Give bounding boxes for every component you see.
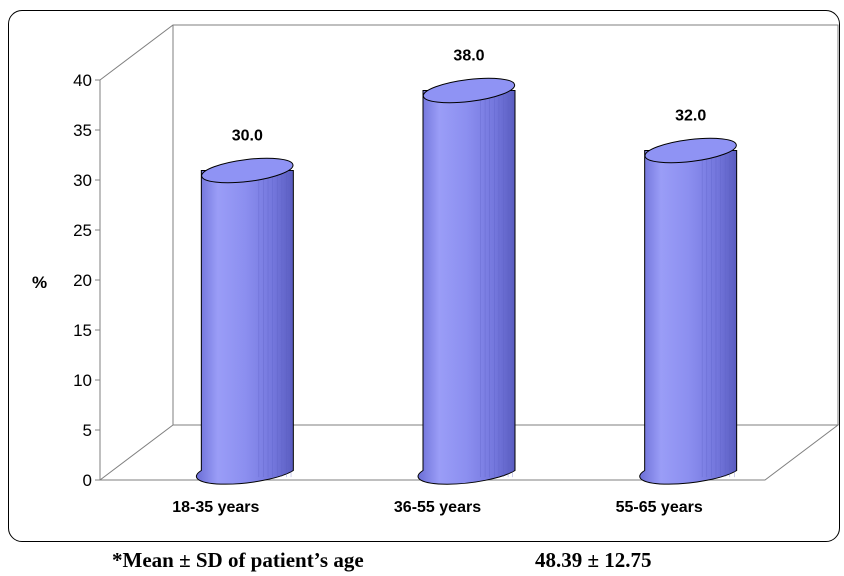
y-tick-label: 35 <box>73 121 92 140</box>
bars: 30.0 38.0 32.0 <box>195 48 738 485</box>
y-tick-label: 5 <box>83 421 92 440</box>
bar-body <box>639 150 738 485</box>
y-tick-label: 30 <box>73 171 92 190</box>
y-tick-label: 40 <box>73 71 92 90</box>
bar-body <box>195 170 294 485</box>
category-labels: 18-35 years 36-55 years 55-65 years <box>172 499 703 516</box>
bar-top <box>644 137 737 164</box>
y-axis-ticks: 0 5 10 15 20 25 30 35 40 <box>73 71 100 490</box>
floor <box>98 424 840 481</box>
chart-plot: 0 5 10 15 20 25 30 35 40 30.0 38.0 32.0 18-35 year… <box>32 24 840 516</box>
category-label: 36-55 years <box>394 499 481 516</box>
category-label: 55-65 years <box>616 499 703 516</box>
y-axis-title: % <box>32 273 47 292</box>
footnote-value: 48.39 ± 12.75 <box>535 548 652 572</box>
data-label: 38.0 <box>453 48 484 65</box>
data-label: 32.0 <box>675 108 706 125</box>
bar-body <box>417 90 516 485</box>
y-tick-label: 25 <box>73 221 92 240</box>
back-wall-outline <box>99 24 839 425</box>
y-tick-label: 20 <box>73 271 92 290</box>
category-label: 18-35 years <box>172 499 259 516</box>
data-label: 30.0 <box>232 128 263 145</box>
bar-18-35-years: 30.0 <box>195 128 294 485</box>
y-tick-label: 0 <box>83 471 92 490</box>
bar-top <box>422 77 516 104</box>
bar-55-65-years: 32.0 <box>639 108 738 485</box>
footnote-label: *Mean ± SD of patient’s age <box>112 548 364 572</box>
y-tick-label: 15 <box>73 321 92 340</box>
bar-36-55-years: 38.0 <box>417 48 516 485</box>
bar-top <box>201 157 294 184</box>
chart-frame <box>8 10 840 542</box>
y-tick-label: 10 <box>73 371 92 390</box>
footnote: *Mean ± SD of patient’s age 48.39 ± 12.7… <box>0 548 844 576</box>
chart-walls <box>98 24 840 481</box>
